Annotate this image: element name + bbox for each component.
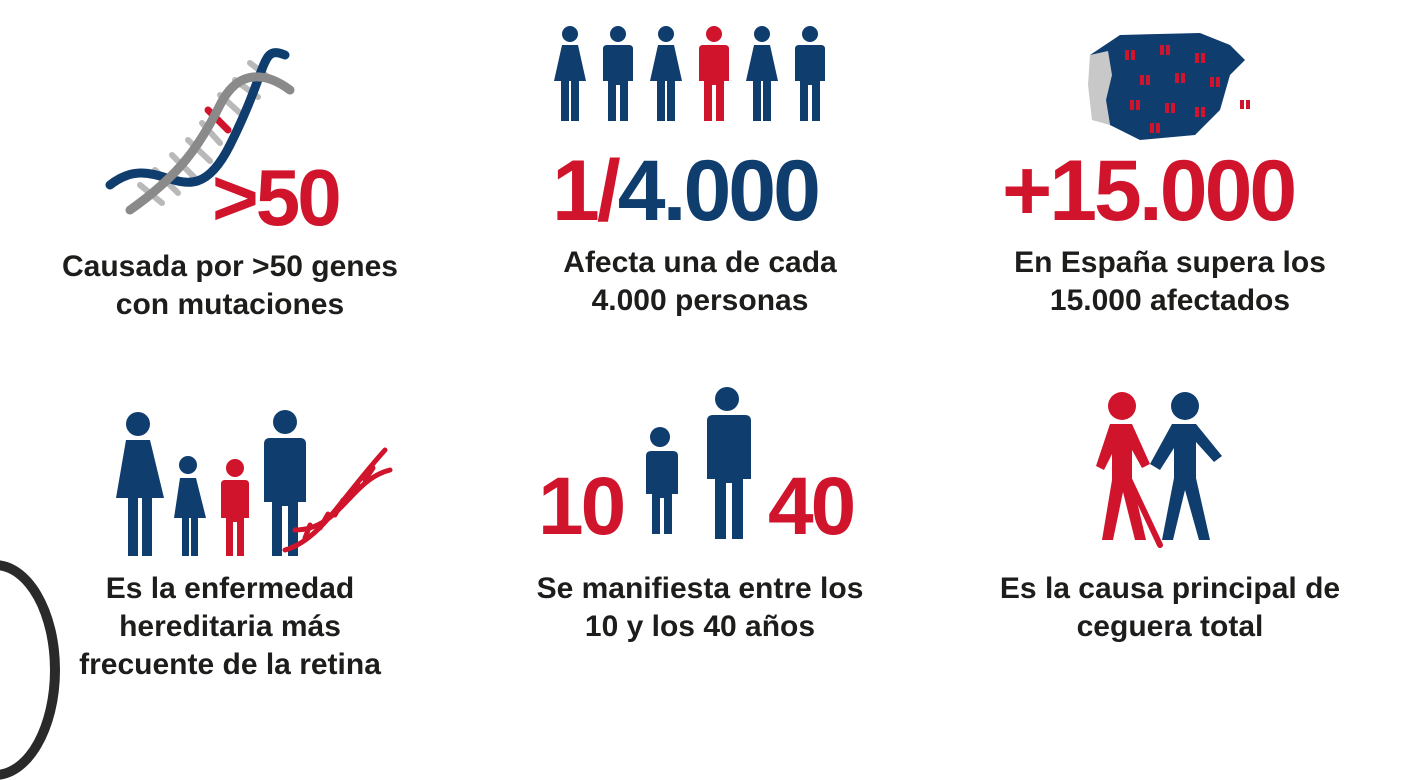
stat-blindness: Es la causa principal de ceguera total xyxy=(940,360,1403,724)
stat-genes-caption: Causada por >50 genes con mutaciones xyxy=(62,250,398,321)
blind-person-guide-icon xyxy=(1096,392,1222,548)
stat-genes: >50 Causada por >50 genes con mutaciones xyxy=(0,0,460,340)
dna-icon xyxy=(105,48,295,215)
stat-prevalence-caption: Afecta una de cada 4.000 personas xyxy=(563,246,837,317)
stat-spain-caption: En España supera los 15.000 afectados xyxy=(1014,246,1326,317)
stat-hereditary-caption: Es la enfermedad hereditaria más frecuen… xyxy=(79,572,381,681)
population-icon xyxy=(554,26,825,121)
family-dna-icon xyxy=(116,410,393,556)
stat-spain-value: +15.000 xyxy=(1002,143,1297,239)
stat-prevalence-value: 1/4.000 xyxy=(552,143,821,239)
age-figures-icon xyxy=(646,387,751,539)
stat-spain: +15.000 En España supera los 15.000 afec… xyxy=(940,0,1403,340)
stat-prevalence: 1/4.000 Afecta una de cada 4.000 persona… xyxy=(470,0,930,340)
age-to-value: 40 xyxy=(768,461,856,552)
stat-onset-age: 10 40 Se manifiesta entre los 10 y los 4… xyxy=(470,360,930,724)
stat-genes-value: >50 xyxy=(212,153,342,242)
spain-map-icon xyxy=(1088,33,1250,140)
stat-hereditary: Es la enfermedad hereditaria más frecuen… xyxy=(0,360,460,724)
stat-onset-caption: Se manifiesta entre los 10 y los 40 años xyxy=(536,572,864,643)
age-from-value: 10 xyxy=(538,461,626,552)
stat-blindness-caption: Es la causa principal de ceguera total xyxy=(999,572,1341,643)
